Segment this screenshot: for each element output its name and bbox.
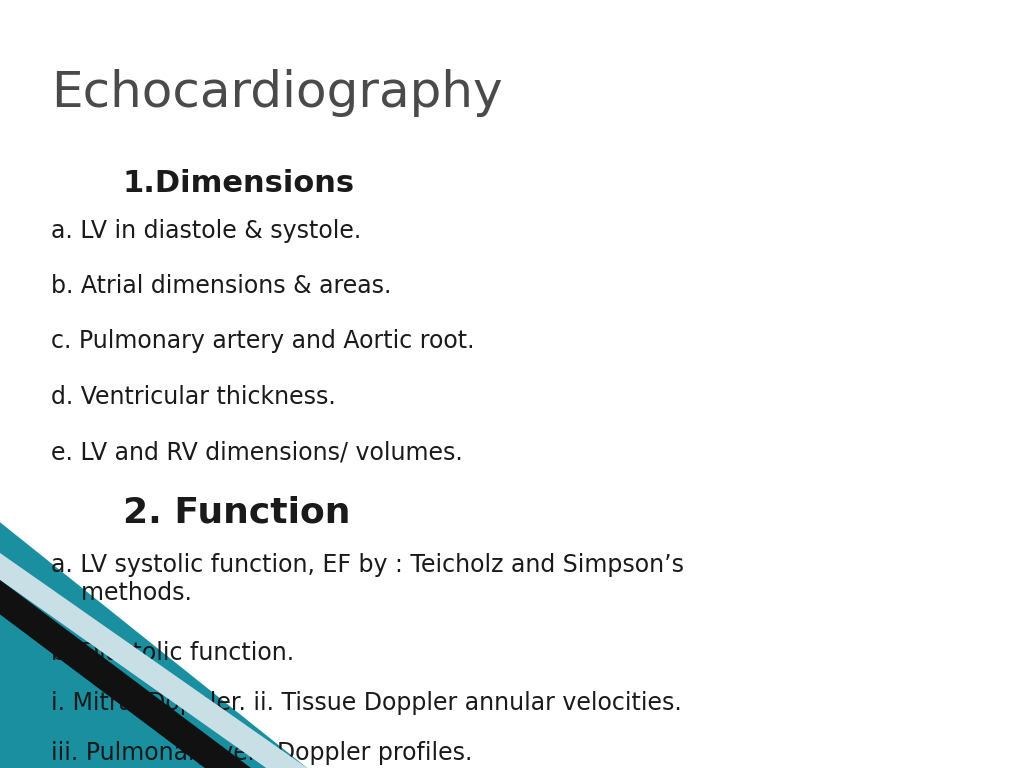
Text: e. LV and RV dimensions/ volumes.: e. LV and RV dimensions/ volumes. <box>51 440 463 464</box>
Text: b. Diastolic function.: b. Diastolic function. <box>51 641 294 665</box>
Text: b. Atrial dimensions & areas.: b. Atrial dimensions & areas. <box>51 274 391 298</box>
Text: a. LV systolic function, EF by : Teicholz and Simpson’s
    methods.: a. LV systolic function, EF by : Teichol… <box>51 553 684 604</box>
Polygon shape <box>0 522 307 768</box>
Text: a. LV in diastole & systole.: a. LV in diastole & systole. <box>51 219 361 243</box>
Polygon shape <box>0 580 251 768</box>
Text: d. Ventricular thickness.: d. Ventricular thickness. <box>51 385 336 409</box>
Text: c. Pulmonary artery and Aortic root.: c. Pulmonary artery and Aortic root. <box>51 329 475 353</box>
Text: 1.Dimensions: 1.Dimensions <box>123 169 355 198</box>
Text: Echocardiography: Echocardiography <box>51 69 503 118</box>
Text: 2. Function: 2. Function <box>123 495 350 529</box>
Text: i. Mitral Doppler. ii. Tissue Doppler annular velocities.: i. Mitral Doppler. ii. Tissue Doppler an… <box>51 691 682 715</box>
Text: iii. Pulmonary vein Doppler profiles.: iii. Pulmonary vein Doppler profiles. <box>51 741 472 765</box>
Polygon shape <box>0 553 307 768</box>
